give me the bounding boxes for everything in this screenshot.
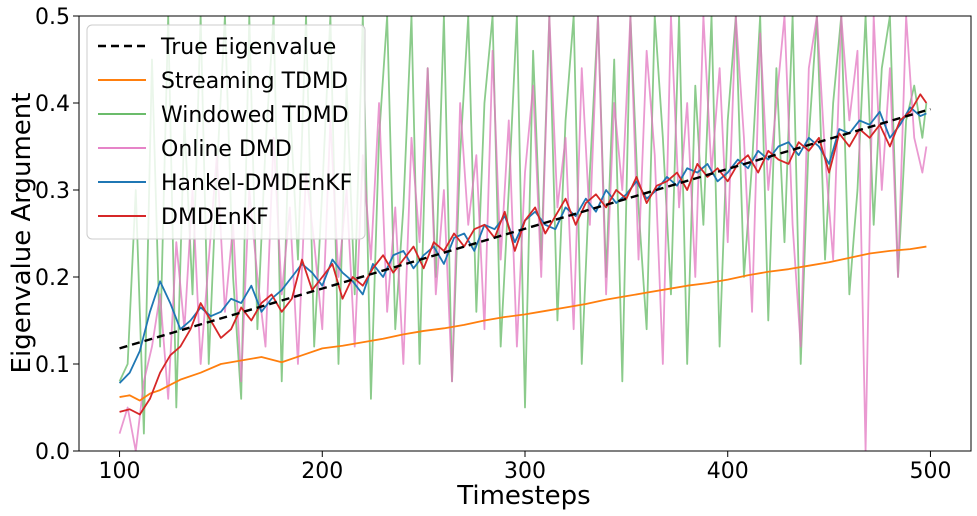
- legend-label-windowed-tdmd: Windowed TDMD: [161, 103, 349, 128]
- legend-label-dmdenkf: DMDEnKF: [161, 205, 269, 230]
- y-tick-label: 0.5: [35, 5, 70, 30]
- legend-label-streaming-tdmd: Streaming TDMD: [161, 69, 348, 94]
- y-tick-label: 0.3: [35, 179, 70, 204]
- x-tick-label: 500: [909, 459, 951, 484]
- y-axis-label: Eigenvalue Argument: [7, 93, 37, 374]
- legend-label-online-dmd: Online DMD: [161, 137, 292, 162]
- y-tick-label: 0.4: [35, 92, 70, 117]
- legend-box: [86, 24, 366, 240]
- y-tick-label: 0.2: [35, 266, 70, 291]
- legend: True Eigenvalue Streaming TDMD Windowed TD…: [86, 24, 366, 240]
- legend-label-true-eigenvalue: True Eigenvalue: [160, 35, 336, 60]
- series-line-streaming-tdmd: [119, 245, 927, 402]
- y-tick-label: 0.1: [35, 353, 70, 378]
- series-line-online-dmd: [118, 16, 928, 451]
- x-tick-label: 400: [707, 459, 749, 484]
- legend-label-hankel-dmdenkf: Hankel-DMDEnKF: [161, 171, 352, 196]
- tick-layer: 100 200 300 400 500 0.0 0.1 0.2 0.3 0.4 0.5: [35, 5, 951, 484]
- x-axis-label: Timesteps: [456, 481, 590, 511]
- x-tick-label: 300: [504, 459, 546, 484]
- y-tick-label: 0.0: [35, 440, 70, 465]
- series-line-true-eigenvalue: [119, 107, 931, 350]
- x-tick-label: 100: [99, 459, 141, 484]
- x-tick-label: 200: [301, 459, 343, 484]
